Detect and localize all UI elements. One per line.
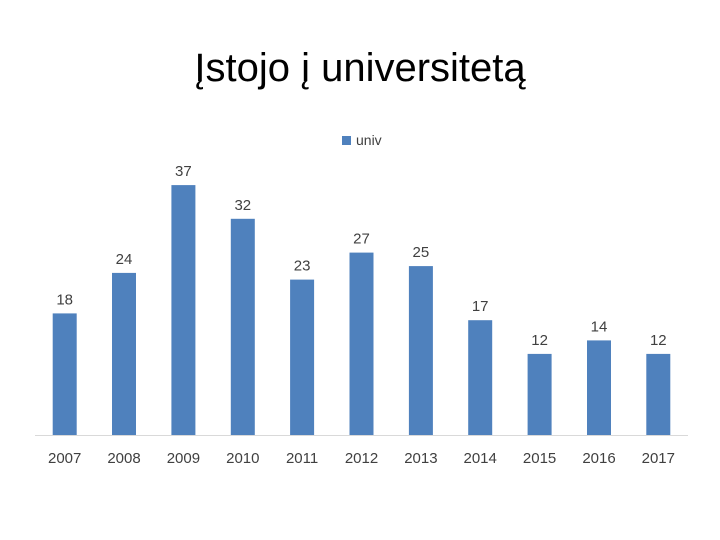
data-label-2008: 24 [116, 251, 133, 268]
x-tick-label-2007: 2007 [48, 450, 81, 467]
x-tick-label-2010: 2010 [226, 450, 259, 467]
x-tick-label-2016: 2016 [582, 450, 615, 467]
data-label-2010: 32 [234, 197, 251, 214]
bar-2008 [112, 272, 136, 435]
data-label-2017: 12 [650, 332, 667, 349]
bar-2009 [171, 185, 196, 435]
bar-2013 [408, 266, 433, 435]
data-label-2012: 27 [353, 231, 370, 248]
bar-2015 [527, 353, 552, 435]
slide-title: Įstojo į universitetą [194, 46, 526, 90]
data-label-2014: 17 [472, 298, 489, 315]
data-label-2015: 12 [531, 332, 548, 349]
x-tick-label-2017: 2017 [642, 450, 675, 467]
x-tick-label-2008: 2008 [107, 450, 140, 467]
data-label-2011: 23 [294, 258, 311, 275]
data-label-2013: 25 [413, 244, 430, 261]
bar-2010 [230, 218, 255, 435]
x-tick-label-2009: 2009 [167, 450, 200, 467]
bar-2014 [468, 320, 493, 435]
legend-label: univ [356, 132, 382, 148]
bar-2011 [290, 279, 315, 435]
x-tick-label-2014: 2014 [464, 450, 497, 467]
bar-2017 [646, 353, 671, 435]
legend: univ [342, 132, 382, 148]
bar-2007 [52, 313, 77, 435]
x-tick-label-2015: 2015 [523, 450, 556, 467]
x-tick-label-2013: 2013 [404, 450, 437, 467]
x-tick-label-2011: 2011 [286, 450, 318, 467]
legend-swatch [342, 136, 351, 145]
x-tick-label-2012: 2012 [345, 450, 378, 467]
data-label-2007: 18 [56, 291, 73, 308]
bar-2012 [349, 252, 374, 435]
data-label-2009: 37 [175, 163, 192, 180]
data-label-2016: 14 [591, 318, 608, 335]
bar-2016 [587, 340, 611, 435]
